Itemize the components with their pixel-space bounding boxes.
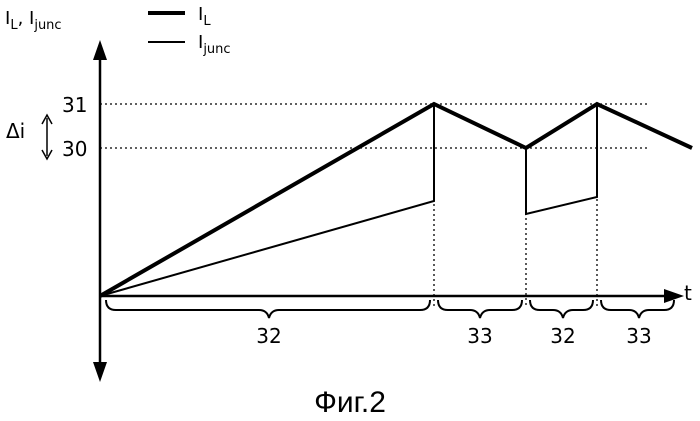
interval-label-4: 33 xyxy=(626,324,651,348)
legend-il-label: IL xyxy=(198,4,211,29)
y-axis-arrow-up xyxy=(93,40,107,60)
interval-brace-2 xyxy=(438,300,522,318)
interval-brace-1 xyxy=(106,300,430,318)
level-30-label: 30 xyxy=(62,137,87,161)
il-curve xyxy=(100,104,692,296)
level-31-label: 31 xyxy=(62,93,87,117)
legend-ijunc-label: Ijunc xyxy=(198,32,231,57)
x-axis-label: t xyxy=(684,281,692,305)
interval-label-1: 32 xyxy=(256,324,281,348)
delta-i-label: Δi xyxy=(6,119,25,143)
figure-caption: Фиг.2 xyxy=(314,386,386,419)
interval-label-2: 33 xyxy=(467,324,492,348)
interval-label-3: 32 xyxy=(550,324,575,348)
ijunc-curve-segment-2 xyxy=(526,104,597,214)
y-axis-label: IL, Ijunc xyxy=(5,8,62,33)
interval-brace-4 xyxy=(601,300,674,318)
y-axis-arrow-down xyxy=(93,362,107,382)
interval-brace-3 xyxy=(530,300,593,318)
